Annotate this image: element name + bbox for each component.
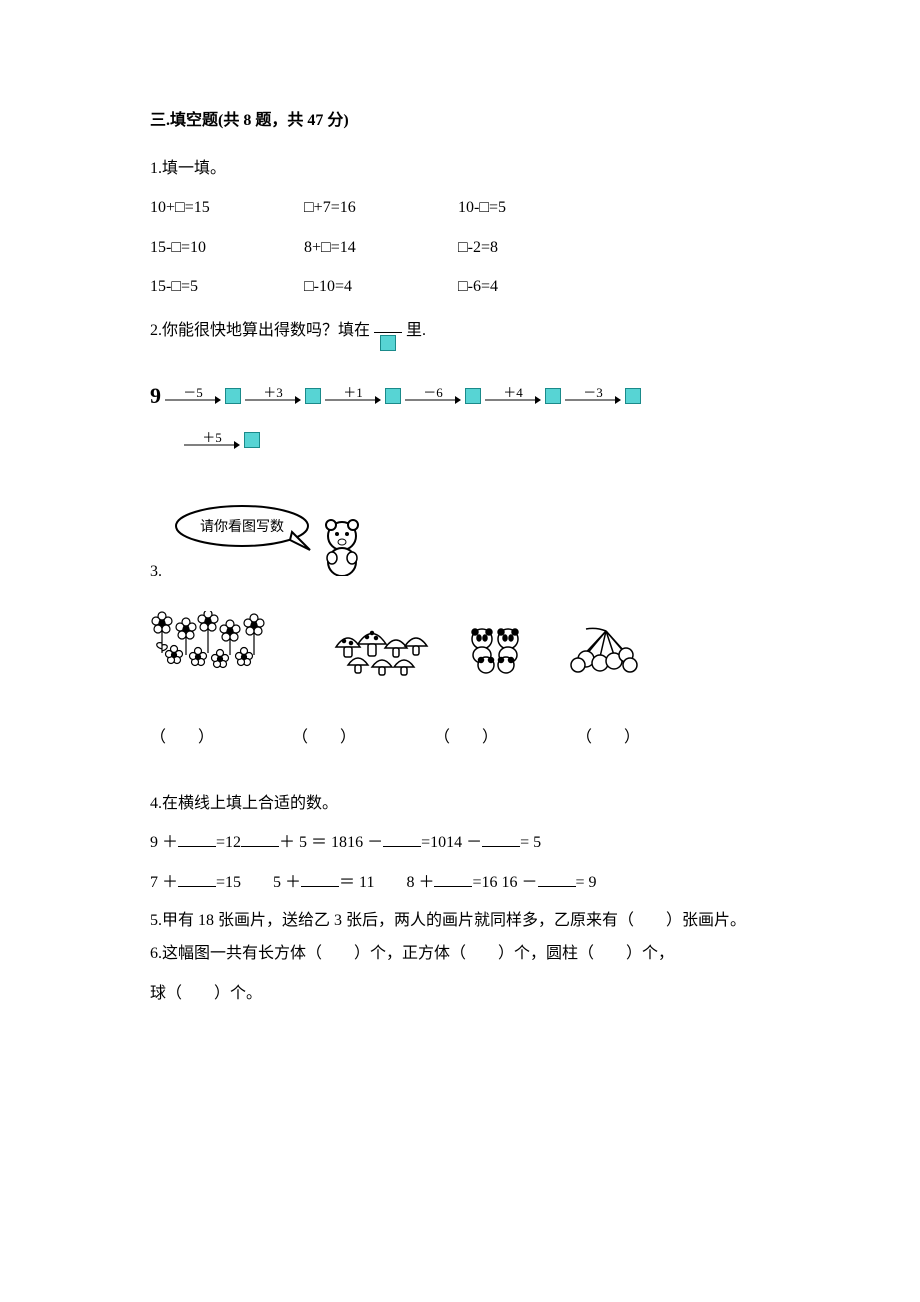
q1-eq: 10-□=5: [458, 195, 608, 221]
q1-eq: 15-□=10: [150, 235, 300, 261]
cyan-box-icon: [380, 335, 396, 351]
q4-t: ＝ 11 8 ＋: [339, 874, 434, 891]
question-5: 5.甲有 18 张画片，送给乙 3 张后，两人的画片就同样多，乙原来有（ ）张画…: [150, 908, 770, 934]
q1-eq: 15-□=5: [150, 274, 300, 300]
mushrooms-icon: [332, 625, 432, 690]
blank: [383, 832, 421, 847]
q6-line2: 球（ ）个。: [150, 981, 770, 1007]
cyan-box-icon: [225, 388, 241, 404]
arrow-icon: －3: [565, 386, 621, 405]
q1-eq: □-2=8: [458, 235, 608, 261]
arrow-icon: ＋5: [184, 431, 240, 450]
question-1: 1.填一填。 10+□=15 □+7=16 10-□=5 15-□=10 8+□…: [150, 156, 770, 300]
speech-text: 请你看图写数: [200, 519, 284, 535]
q3-answer-row: （ ） （ ） （ ） （ ）: [150, 725, 770, 751]
worksheet-page: 三.填空题(共 8 题，共 47 分) 1.填一填。 10+□=15 □+7=1…: [0, 0, 920, 1302]
q2-step: ＋1: [325, 376, 401, 416]
cyan-box-icon: [385, 388, 401, 404]
q4-t: =12: [216, 834, 241, 851]
q3-answer: （ ）: [434, 725, 544, 751]
cyan-box-icon: [305, 388, 321, 404]
q4-t: =15 5 ＋: [216, 874, 301, 891]
blank: [482, 832, 520, 847]
arrow-icon: －5: [165, 386, 221, 405]
q1-row-2: 15-□=10 8+□=14 □-2=8: [150, 235, 770, 261]
q3-header: 3. 请你看图写数: [150, 500, 770, 585]
q6-line1: 6.这幅图一共有长方体（ ）个，正方体（ ）个，圆柱（ ）个，: [150, 941, 770, 967]
q4-t: 14 －: [446, 834, 482, 851]
section-title: 三.填空题(共 8 题，共 47 分): [150, 108, 770, 134]
question-6: 6.这幅图一共有长方体（ ）个，正方体（ ）个，圆柱（ ）个， 球（ ）个。: [150, 941, 770, 1006]
blank: [241, 832, 279, 847]
q4-line1: 9 ＋ =12 ＋ 5 ＝ 1816 － =1014 － = 5: [150, 830, 770, 856]
q2-label-blank-box: [374, 318, 402, 351]
arrow-icon: －6: [405, 386, 461, 405]
q2-step: ＋5: [184, 420, 260, 460]
q2-step: －5: [165, 376, 241, 416]
arrow-icon: ＋4: [485, 386, 541, 405]
question-4: 4.在横线上填上合适的数。 9 ＋ =12 ＋ 5 ＝ 1816 － =1014 － =…: [150, 791, 770, 896]
cyan-box-icon: [465, 388, 481, 404]
q2-step: －3: [565, 376, 641, 416]
q3-answer: （ ）: [292, 725, 402, 751]
q2-step: －6: [405, 376, 481, 416]
cyan-box-icon: [625, 388, 641, 404]
q1-eq: □-6=4: [458, 274, 608, 300]
cyan-box-icon: [244, 432, 260, 448]
q4-t: =16 16 －: [472, 874, 537, 891]
blank: [434, 872, 472, 887]
q4-t: 16 －: [347, 834, 383, 851]
q4-t: 7 ＋: [150, 874, 178, 891]
q1-row-1: 10+□=15 □+7=16 10-□=5: [150, 195, 770, 221]
q3-label: 3.: [150, 559, 162, 585]
pandas-icon: [464, 625, 534, 690]
q4-t: ＋ 5 ＝ 18: [279, 834, 347, 851]
q4-t: = 5: [520, 834, 541, 851]
q2-step: ＋3: [245, 376, 321, 416]
q2-chain: 9 －5 ＋3: [150, 375, 770, 460]
q2-label-suffix: 里.: [406, 322, 426, 339]
q1-eq: □-10=4: [304, 274, 454, 300]
q2-underbar: [374, 318, 402, 333]
q2-start: 9: [150, 376, 161, 416]
q1-eq: □+7=16: [304, 195, 454, 221]
q3-answer: （ ）: [150, 725, 260, 751]
q1-eq: 8+□=14: [304, 235, 454, 261]
arrow-icon: ＋3: [245, 386, 301, 405]
blank: [301, 872, 339, 887]
q3-answer: （ ）: [576, 725, 686, 751]
q2-chain-row1: 9 －5 ＋3: [150, 375, 770, 415]
q1-eq: 10+□=15: [150, 195, 300, 221]
blank: [178, 832, 216, 847]
cherries-icon: [566, 625, 646, 690]
flowers-icon: [150, 611, 300, 690]
q4-t: = 9: [576, 874, 597, 891]
q4-line2: 7 ＋ =15 5 ＋ ＝ 11 8 ＋ =16 16 － = 9: [150, 870, 770, 896]
question-2: 2.你能很快地算出得数吗？填在 里. 9 －5: [150, 318, 770, 460]
q4-t: =10: [421, 834, 446, 851]
q2-label: 2.你能很快地算出得数吗？填在 里.: [150, 318, 770, 351]
q2-step: ＋4: [485, 376, 561, 416]
blank: [178, 872, 216, 887]
cyan-box-icon: [545, 388, 561, 404]
q1-row-3: 15-□=5 □-10=4 □-6=4: [150, 274, 770, 300]
q3-picture-row: [150, 611, 770, 690]
q1-label: 1.填一填。: [150, 156, 770, 182]
question-3: 3. 请你看图写数: [150, 500, 770, 751]
q2-label-prefix: 2.你能很快地算出得数吗？填在: [150, 322, 370, 339]
q4-label: 4.在横线上填上合适的数。: [150, 791, 770, 817]
bear-speech-icon: 请你看图写数: [172, 500, 372, 585]
blank: [538, 872, 576, 887]
arrow-icon: ＋1: [325, 386, 381, 405]
q2-chain-row2: ＋5: [184, 420, 770, 460]
q4-t: 9 ＋: [150, 834, 178, 851]
q5-text: 5.甲有 18 张画片，送给乙 3 张后，两人的画片就同样多，乙原来有（ ）张画…: [150, 908, 770, 934]
